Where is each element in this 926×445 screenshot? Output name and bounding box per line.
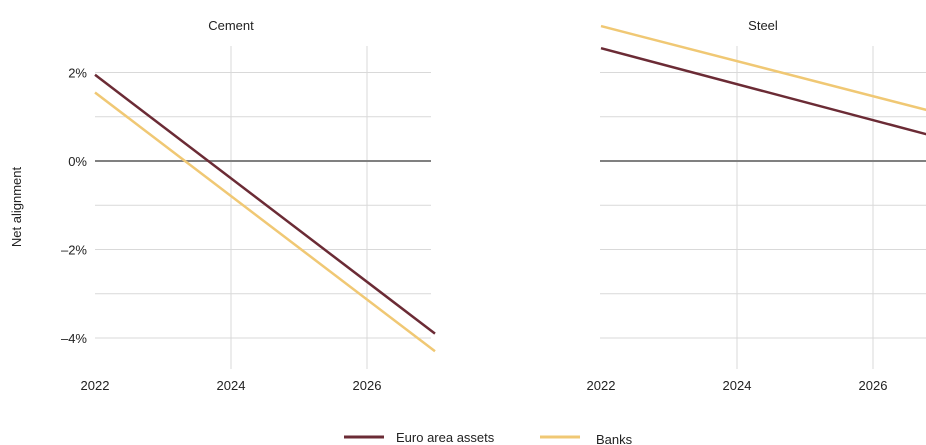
x-tick-label: 2024 <box>217 378 246 393</box>
series-line-euro-area-assets-cement <box>94 73 436 335</box>
y-axis-label: Net alignment <box>9 167 24 248</box>
y-tick-label: –2% <box>61 243 87 258</box>
legend-label-banks: Banks <box>596 432 633 445</box>
x-tick-label: 2026 <box>859 378 888 393</box>
legend: Euro area assets Banks <box>344 430 633 445</box>
panel-title-cement: Cement <box>208 18 254 33</box>
series-line-banks-steel <box>600 24 926 112</box>
y-tick-label: –4% <box>61 331 87 346</box>
y-tick-label: 2% <box>68 66 87 81</box>
y-tick-label: 0% <box>68 154 87 169</box>
x-tick-label: 2024 <box>723 378 752 393</box>
x-tick-label: 2022 <box>81 378 110 393</box>
series-line-euro-area-assets-steel <box>600 46 926 136</box>
panel-steel: Steel 2022 2024 2026 <box>587 18 926 393</box>
legend-label-euro-area-assets: Euro area assets <box>396 430 495 445</box>
x-tick-label: 2026 <box>353 378 382 393</box>
series-line-banks-cement <box>94 91 436 353</box>
panel-title-steel: Steel <box>748 18 778 33</box>
x-tick-label: 2022 <box>587 378 616 393</box>
panel-cement: Cement 2022 2024 2026 2% 0% –2% –4% <box>61 18 436 393</box>
